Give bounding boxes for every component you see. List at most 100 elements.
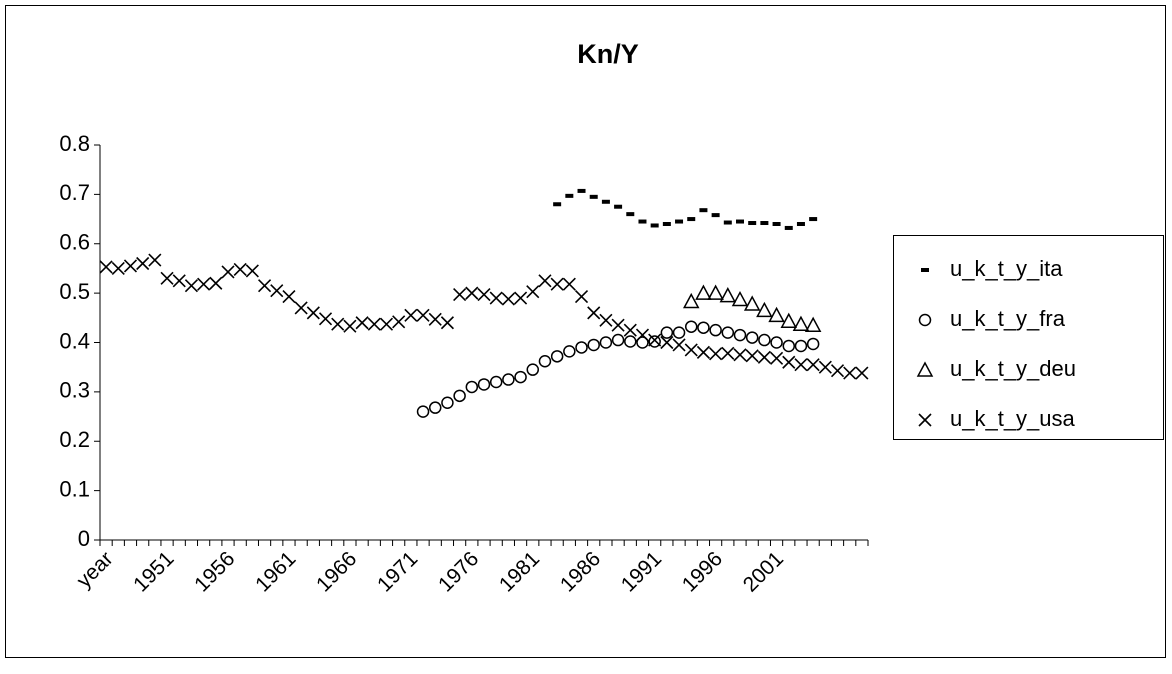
circle-marker xyxy=(806,337,820,351)
circle-marker xyxy=(918,313,932,327)
x-marker xyxy=(379,317,394,331)
dash-marker xyxy=(760,221,769,226)
x-marker xyxy=(733,348,747,362)
circle-marker xyxy=(758,333,771,347)
x-marker xyxy=(660,335,674,350)
legend-label: u_k_t_y_usa xyxy=(950,406,1076,431)
chart-title: Kn/Y xyxy=(577,39,639,69)
x-marker xyxy=(270,284,284,298)
x-marker xyxy=(392,315,406,329)
y-tick-label: 0.3 xyxy=(59,378,90,403)
triangle-marker xyxy=(792,315,810,331)
circle-marker xyxy=(453,389,466,403)
circle-marker xyxy=(587,338,600,352)
x-marker xyxy=(611,318,625,332)
circle-marker xyxy=(770,336,783,349)
y-tick-label: 0.1 xyxy=(59,476,90,501)
x-marker xyxy=(514,291,528,305)
circle-marker xyxy=(672,326,686,339)
circle-marker xyxy=(465,380,479,394)
dash-marker xyxy=(748,221,757,226)
circle-marker xyxy=(477,378,491,391)
dash-marker xyxy=(736,219,744,224)
x-marker xyxy=(818,360,832,374)
triangle-marker xyxy=(916,361,934,377)
x-marker xyxy=(136,256,150,271)
circle-marker xyxy=(624,335,637,348)
circle-marker xyxy=(599,336,613,349)
circle-marker xyxy=(550,350,564,363)
dash-marker xyxy=(921,268,929,272)
triangle-marker xyxy=(682,292,700,309)
x-marker xyxy=(355,316,369,330)
dash-marker xyxy=(809,217,818,222)
x-marker xyxy=(245,264,259,278)
dash-marker xyxy=(638,219,647,224)
x-marker xyxy=(367,317,381,331)
x-marker xyxy=(343,319,357,333)
circle-marker xyxy=(684,320,698,333)
circle-marker xyxy=(441,396,454,409)
x-marker xyxy=(745,349,759,363)
x-marker xyxy=(209,276,223,290)
dash-marker xyxy=(589,194,598,199)
x-marker xyxy=(172,274,186,288)
legend-label: u_k_t_y_deu xyxy=(950,356,1076,381)
x-marker xyxy=(684,343,698,357)
circle-marker xyxy=(733,328,747,342)
x-marker xyxy=(258,279,272,293)
x-marker xyxy=(782,355,796,369)
x-marker xyxy=(830,364,845,378)
x-marker xyxy=(526,285,540,299)
x-marker xyxy=(318,312,333,326)
series xyxy=(99,253,869,380)
triangle-marker xyxy=(804,316,822,332)
dash-marker xyxy=(675,219,684,224)
x-marker xyxy=(501,292,515,306)
circle-marker xyxy=(660,326,674,339)
triangle-marker xyxy=(768,306,785,323)
dash-marker xyxy=(699,208,708,213)
triangle-marker xyxy=(756,301,773,318)
circle-marker xyxy=(489,375,503,389)
x-marker xyxy=(416,308,430,322)
circle-marker xyxy=(526,363,540,376)
dash-marker xyxy=(650,223,659,228)
circle-marker xyxy=(709,323,722,337)
x-marker xyxy=(331,317,345,331)
x-marker xyxy=(148,253,162,267)
dash-marker xyxy=(601,199,610,204)
circle-marker xyxy=(563,345,576,358)
circle-marker xyxy=(745,331,759,344)
dash-marker xyxy=(577,188,586,193)
x-marker xyxy=(404,308,418,322)
x-marker xyxy=(574,290,589,304)
x-marker xyxy=(550,277,564,291)
circle-marker xyxy=(428,401,442,414)
x-marker xyxy=(282,290,296,304)
x-marker xyxy=(538,274,552,288)
x-marker xyxy=(709,347,723,361)
x-marker xyxy=(477,288,491,302)
dash-marker xyxy=(784,225,793,230)
dash-marker xyxy=(687,217,696,222)
x-marker xyxy=(721,346,735,360)
circle-marker xyxy=(538,355,552,368)
x-marker xyxy=(428,312,442,326)
dash-marker xyxy=(796,222,805,226)
x-marker xyxy=(453,288,467,302)
x-marker xyxy=(123,259,138,273)
x-marker xyxy=(770,351,784,365)
triangle-marker xyxy=(743,295,761,311)
circle-marker xyxy=(794,339,808,353)
x-marker xyxy=(672,338,686,352)
dash-marker xyxy=(711,213,720,218)
x-marker xyxy=(599,313,613,327)
circle-marker xyxy=(514,370,527,384)
x-marker xyxy=(221,265,235,279)
circle-marker xyxy=(575,341,588,354)
x-marker xyxy=(160,271,174,285)
x-marker xyxy=(294,301,308,315)
dash-marker xyxy=(565,193,574,198)
